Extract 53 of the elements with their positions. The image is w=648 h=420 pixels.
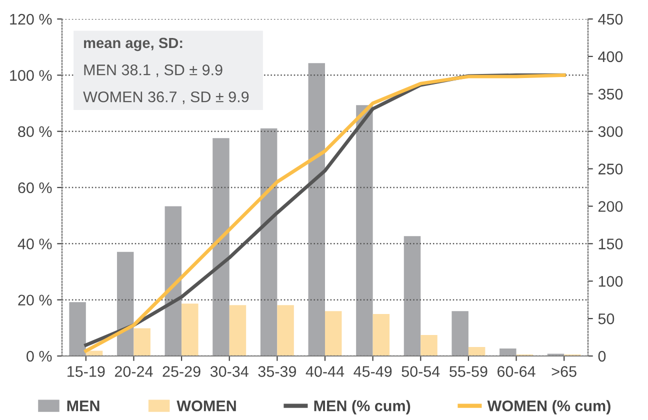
y-tick-label: 20 % bbox=[18, 294, 52, 306]
y2-tick-label: 150 bbox=[598, 238, 623, 250]
x-tick-label: 30-34 bbox=[210, 366, 248, 377]
y2-tick-label: 250 bbox=[598, 164, 623, 174]
y2-tick-label: 0 bbox=[598, 350, 606, 362]
bar bbox=[452, 311, 468, 356]
annotation: MEN 38.1 , SD ± 9.9 bbox=[84, 64, 222, 78]
x-tick-label: 45-49 bbox=[354, 366, 392, 377]
bar bbox=[308, 63, 325, 356]
bar bbox=[116, 252, 134, 356]
y-tick-label: 100 % bbox=[10, 70, 52, 81]
bar bbox=[420, 335, 438, 356]
bar bbox=[468, 347, 486, 356]
bar bbox=[260, 128, 278, 356]
y2-tick-label: 50 bbox=[598, 313, 614, 324]
bar bbox=[134, 328, 150, 356]
x-tick-label: 50-54 bbox=[402, 366, 440, 377]
bar bbox=[404, 236, 421, 356]
legend-label: WOMEN (% cum) bbox=[487, 400, 610, 414]
x-tick-label: 20-24 bbox=[114, 366, 153, 377]
y2-tick-label: 100 bbox=[598, 276, 623, 287]
legend-label: MEN bbox=[67, 400, 100, 412]
x-tick-label: 60-64 bbox=[498, 366, 536, 377]
bar bbox=[69, 302, 86, 356]
bar bbox=[229, 305, 246, 356]
x-tick-label: 55-59 bbox=[450, 366, 488, 377]
bar bbox=[182, 304, 198, 356]
y2-tick-label: 450 bbox=[598, 14, 623, 25]
y-tick-label: 60 % bbox=[18, 182, 52, 194]
legend-label: WOMEN bbox=[176, 400, 236, 412]
x-tick-label: >65 bbox=[552, 366, 576, 377]
bar bbox=[372, 314, 390, 356]
legend-label: MEN (% cum) bbox=[314, 400, 410, 414]
x-tick-label: 25-29 bbox=[162, 366, 200, 377]
y2-tick-label: 300 bbox=[598, 126, 623, 138]
y-tick-label: 40 % bbox=[18, 238, 52, 250]
y-tick-label: 0 % bbox=[26, 350, 52, 362]
x-tick-label: 35-39 bbox=[258, 366, 296, 377]
y2-tick-label: 400 bbox=[598, 51, 623, 62]
bar bbox=[212, 138, 230, 356]
y-tick-label: 120 % bbox=[10, 14, 52, 25]
bar bbox=[325, 311, 342, 356]
y2-tick-label: 350 bbox=[598, 88, 623, 100]
bar bbox=[277, 305, 294, 356]
y2-tick-label: 200 bbox=[598, 201, 623, 212]
y-tick-label: 80 % bbox=[18, 126, 52, 138]
bar bbox=[164, 206, 182, 356]
x-tick-label: 40-44 bbox=[306, 366, 344, 377]
bar bbox=[500, 348, 516, 356]
annotation: mean age, SD: bbox=[84, 38, 182, 52]
x-tick-label: 15-19 bbox=[68, 366, 105, 377]
bar bbox=[356, 105, 373, 356]
annotation: WOMEN 36.7 , SD ± 9.9 bbox=[83, 91, 249, 104]
